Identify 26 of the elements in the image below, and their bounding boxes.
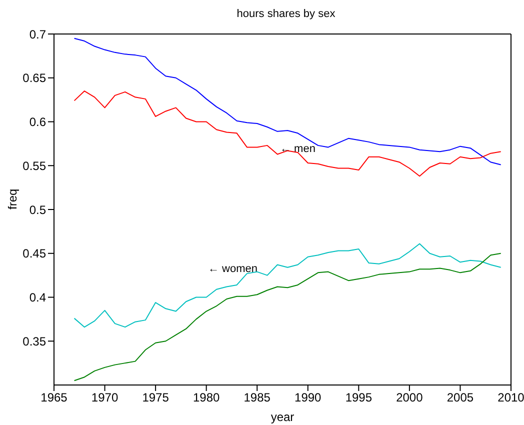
x-tick-label: 1965 [40,390,68,405]
line-series [74,252,502,382]
x-tick-label: 1980 [192,390,220,405]
x-tick-label: 1970 [91,390,118,405]
y-tick-label: 0.65 [22,71,46,86]
x-tick-label: 2005 [446,390,474,405]
chart-title: hours shares by sex [236,8,336,22]
line-series [74,38,502,166]
line-series [74,90,502,177]
x-tick-label: 1995 [345,390,372,405]
x-tick-label: 1990 [294,390,322,405]
y-tick-label: 0.7 [29,27,46,42]
x-axis-title: year [270,410,294,424]
y-axis-title: freq [5,188,20,210]
y-tick-label: 0.45 [22,246,46,261]
x-tick-label: 1975 [142,390,170,405]
x-tick-label: 2000 [396,390,424,405]
x-tick-label: 1985 [244,390,271,405]
y-tick-label: 0.55 [22,158,46,173]
annotation: ← women [208,263,258,276]
x-tick-label: 2010 [498,390,524,405]
y-tick-label: 0.35 [22,334,46,348]
y-tick-label: 0.6 [29,115,46,130]
line-series [74,243,502,328]
y-tick-label: 0.4 [29,290,46,305]
y-tick-label: 0.5 [29,202,46,217]
